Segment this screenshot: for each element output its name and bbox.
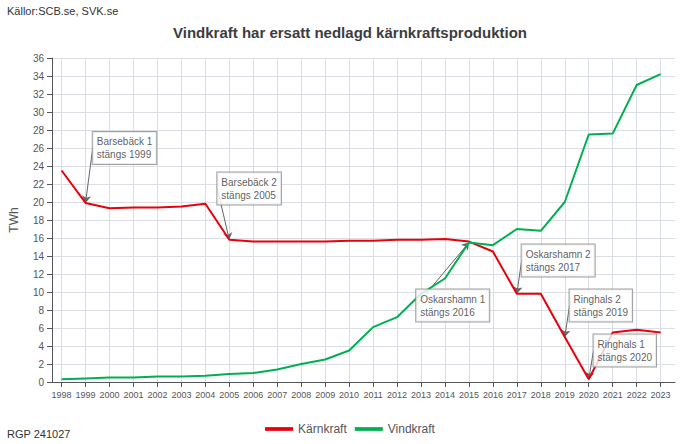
svg-text:2005: 2005: [219, 390, 239, 400]
svg-text:Ringhals 2: Ringhals 2: [574, 294, 622, 305]
svg-text:2023: 2023: [651, 390, 671, 400]
svg-text:Ringhals 1: Ringhals 1: [598, 339, 646, 350]
svg-text:stängs 2020: stängs 2020: [598, 352, 653, 363]
svg-text:24: 24: [33, 161, 45, 172]
svg-text:2017: 2017: [507, 390, 527, 400]
svg-text:2: 2: [38, 359, 44, 370]
svg-text:28: 28: [33, 125, 45, 136]
svg-text:stängs 2005: stängs 2005: [221, 190, 276, 201]
svg-text:32: 32: [33, 89, 45, 100]
svg-text:2011: 2011: [363, 390, 382, 400]
svg-text:2022: 2022: [627, 390, 647, 400]
svg-text:16: 16: [33, 233, 45, 244]
svg-text:4: 4: [38, 341, 44, 352]
svg-text:1999: 1999: [76, 390, 96, 400]
svg-text:2004: 2004: [195, 390, 215, 400]
svg-text:2007: 2007: [267, 390, 287, 400]
svg-text:2014: 2014: [435, 390, 455, 400]
svg-text:34: 34: [33, 71, 45, 82]
svg-text:2012: 2012: [387, 390, 407, 400]
svg-text:36: 36: [33, 53, 45, 64]
svg-text:stängs 2016: stängs 2016: [420, 307, 475, 318]
svg-text:26: 26: [33, 143, 45, 154]
svg-text:8: 8: [38, 305, 44, 316]
svg-text:stängs 2019: stängs 2019: [574, 307, 629, 318]
svg-text:Vindkraft har ersatt nedlagd k: Vindkraft har ersatt nedlagd kärnkraftsp…: [173, 24, 527, 41]
svg-text:12: 12: [33, 269, 45, 280]
svg-text:2000: 2000: [99, 390, 119, 400]
svg-text:stängs 1999: stängs 1999: [97, 149, 152, 160]
svg-text:22: 22: [33, 179, 45, 190]
svg-text:2013: 2013: [411, 390, 431, 400]
svg-text:2003: 2003: [171, 390, 191, 400]
svg-text:2018: 2018: [531, 390, 551, 400]
svg-text:6: 6: [38, 323, 44, 334]
svg-text:2001: 2001: [123, 390, 143, 400]
svg-text:RGP 241027: RGP 241027: [7, 428, 70, 440]
svg-text:2009: 2009: [315, 390, 335, 400]
svg-text:2021: 2021: [603, 390, 623, 400]
svg-text:30: 30: [33, 107, 45, 118]
svg-text:stängs 2017: stängs 2017: [526, 262, 581, 273]
svg-text:2020: 2020: [579, 390, 599, 400]
svg-text:2008: 2008: [291, 390, 311, 400]
svg-text:18: 18: [33, 215, 45, 226]
svg-text:Källor:SCB.se, SVK.se: Källor:SCB.se, SVK.se: [7, 5, 118, 17]
svg-text:2010: 2010: [339, 390, 359, 400]
svg-text:2006: 2006: [243, 390, 263, 400]
svg-text:Oskarshamn 2: Oskarshamn 2: [526, 249, 591, 260]
svg-text:2015: 2015: [459, 390, 479, 400]
svg-text:14: 14: [33, 251, 45, 262]
svg-text:Vindkraft: Vindkraft: [388, 422, 436, 436]
svg-text:Oskarshamn 1: Oskarshamn 1: [420, 294, 485, 305]
svg-text:0: 0: [38, 377, 44, 388]
svg-text:TWh: TWh: [7, 207, 21, 232]
svg-text:2016: 2016: [483, 390, 503, 400]
svg-text:Kärnkraft: Kärnkraft: [298, 422, 347, 436]
svg-text:20: 20: [33, 197, 45, 208]
svg-text:Barsebäck 2: Barsebäck 2: [221, 177, 277, 188]
svg-text:2002: 2002: [147, 390, 167, 400]
svg-text:Barsebäck 1: Barsebäck 1: [97, 136, 153, 147]
svg-text:10: 10: [33, 287, 45, 298]
svg-text:2019: 2019: [555, 390, 575, 400]
svg-text:1998: 1998: [52, 390, 72, 400]
